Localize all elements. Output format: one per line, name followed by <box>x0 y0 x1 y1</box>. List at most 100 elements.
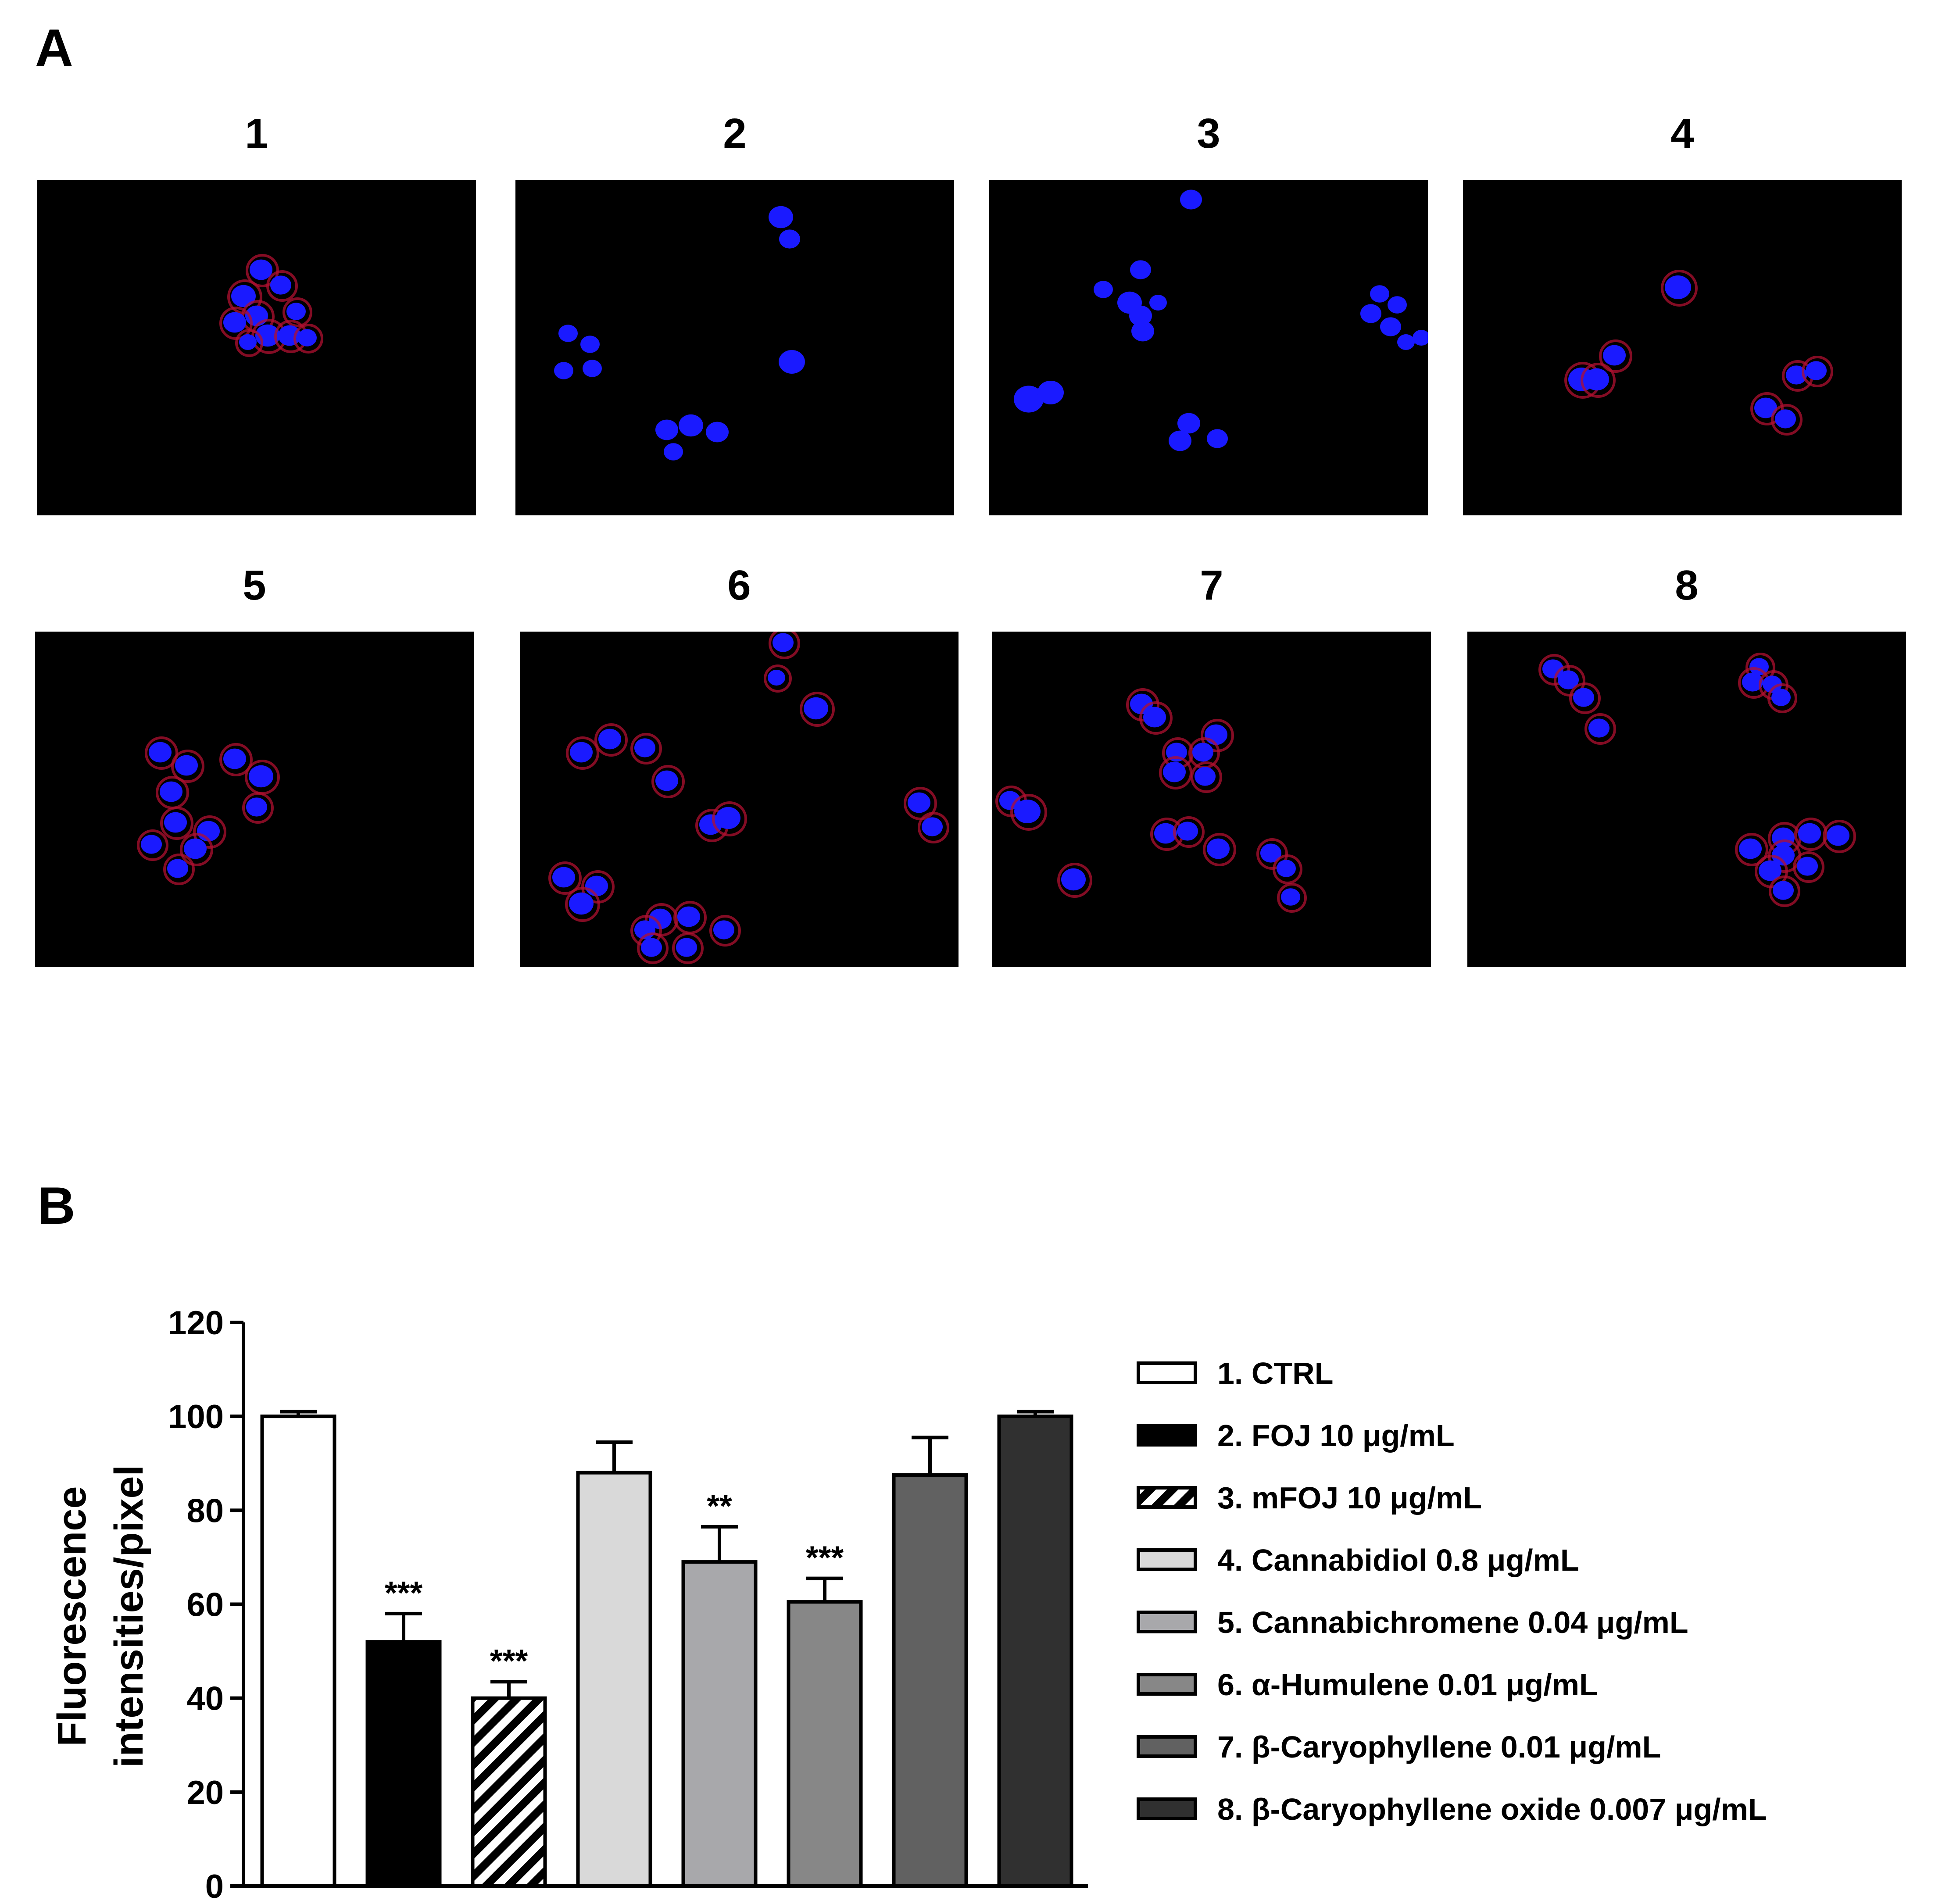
legend-swatch <box>1137 1486 1197 1509</box>
micrograph-image <box>992 632 1431 967</box>
cell-membrane <box>1173 816 1205 848</box>
cell-nucleus <box>1149 295 1167 311</box>
cell-nucleus <box>1772 845 1795 866</box>
micrograph-cells <box>1467 632 1906 967</box>
legend-label: 7. β-Caryophyllene 0.01 μg/mL <box>1217 1730 1661 1764</box>
cell-nucleus <box>250 259 272 280</box>
cell-nucleus <box>1195 767 1216 786</box>
micrograph-label: 8 <box>1675 562 1699 609</box>
cell-membrane <box>1802 356 1833 387</box>
micrograph-cells <box>520 632 959 967</box>
cell-nucleus <box>141 835 162 854</box>
cell-nucleus <box>583 360 602 377</box>
cell-membrane <box>672 932 704 964</box>
cell-membrane <box>1203 833 1236 866</box>
cell-nucleus <box>558 325 578 342</box>
cell-nucleus <box>223 748 246 769</box>
y-tick-label: 80 <box>186 1492 224 1529</box>
cell-nucleus <box>1665 275 1691 299</box>
micrograph-image <box>1463 180 1902 515</box>
significance-label: *** <box>490 1643 528 1679</box>
bar <box>787 1600 863 1888</box>
cell-nucleus <box>908 792 930 813</box>
cell-membrane <box>145 736 178 770</box>
cell-nucleus <box>278 325 301 346</box>
cell-membrane <box>637 932 669 964</box>
cell-nucleus <box>773 633 794 652</box>
cell-nucleus <box>1763 675 1782 693</box>
cell-nucleus <box>641 938 662 957</box>
cell-nucleus <box>922 817 943 836</box>
cell-nucleus <box>768 670 785 686</box>
y-tick-label: 0 <box>205 1868 224 1904</box>
cell-nucleus <box>249 765 273 788</box>
cell-membrane <box>1823 820 1856 853</box>
legend-swatch <box>1137 1424 1197 1447</box>
cell-nucleus <box>1360 304 1381 323</box>
cell-nucleus <box>1388 296 1407 314</box>
cell-nucleus <box>1014 386 1044 413</box>
cell-nucleus <box>1177 413 1200 434</box>
cell-nucleus <box>239 334 257 350</box>
panel-b-letter: B <box>37 1176 75 1235</box>
y-axis-title-line1: Fluorescence <box>50 1486 94 1746</box>
cell-membrane <box>1010 794 1047 831</box>
cell-nucleus <box>679 414 703 437</box>
y-tick-label: 40 <box>186 1680 224 1718</box>
cell-membrane <box>235 329 263 357</box>
cell-nucleus <box>999 791 1020 810</box>
cell-membrane <box>1793 851 1824 883</box>
y-axis-title-line2: intensities/pixel <box>107 1465 151 1768</box>
cell-nucleus <box>1742 672 1763 692</box>
cell-nucleus <box>804 697 828 720</box>
cell-nucleus <box>1281 888 1300 906</box>
cell-nucleus <box>1207 838 1230 859</box>
cell-nucleus <box>1207 429 1228 448</box>
cell-membrane <box>1767 683 1797 713</box>
cell-nucleus <box>164 812 187 833</box>
micrograph-cells <box>37 180 476 515</box>
micrograph-image <box>37 180 476 515</box>
cell-nucleus <box>1192 743 1213 762</box>
cell-membrane <box>1191 761 1222 793</box>
cell-membrane <box>246 254 279 287</box>
cell-nucleus <box>713 920 734 939</box>
cell-membrane <box>1139 701 1173 735</box>
cell-membrane <box>193 815 226 849</box>
legend-label: 6. α-Humulene 0.01 μg/mL <box>1217 1668 1598 1702</box>
micrograph-cells <box>989 180 1428 515</box>
cell-nucleus <box>1130 693 1153 714</box>
cell-membrane <box>594 723 628 757</box>
significance-label: *** <box>385 1575 423 1611</box>
cell-nucleus <box>706 422 729 443</box>
legend-swatch <box>1137 1673 1197 1696</box>
cell-nucleus <box>1827 825 1849 846</box>
micrograph-label: 4 <box>1670 110 1694 157</box>
micrograph-cells <box>35 632 474 967</box>
cell-membrane <box>918 812 949 843</box>
cell-nucleus <box>1260 843 1281 863</box>
micrograph-label: 5 <box>243 562 266 609</box>
cell-membrane <box>171 750 204 783</box>
cell-nucleus <box>1130 260 1151 279</box>
cell-membrane <box>1256 838 1288 870</box>
cell-nucleus <box>569 892 594 915</box>
cell-nucleus <box>585 875 608 897</box>
cell-membrane <box>1584 713 1616 745</box>
significance-label: ** <box>707 1488 732 1524</box>
cell-nucleus <box>286 303 306 320</box>
micrograph-cells <box>515 180 954 515</box>
cell-membrane <box>709 915 741 947</box>
cell-nucleus <box>246 797 267 817</box>
micrograph-label: 3 <box>1197 110 1220 157</box>
y-tick-label: 20 <box>186 1774 224 1811</box>
cell-nucleus <box>1154 823 1177 844</box>
y-tick-label: 120 <box>168 1304 224 1342</box>
cell-nucleus <box>677 906 700 927</box>
cell-membrane <box>137 829 168 861</box>
micrograph-image <box>35 632 474 967</box>
cell-nucleus <box>270 275 291 295</box>
cell-nucleus <box>231 285 256 307</box>
cell-membrane <box>630 733 662 764</box>
